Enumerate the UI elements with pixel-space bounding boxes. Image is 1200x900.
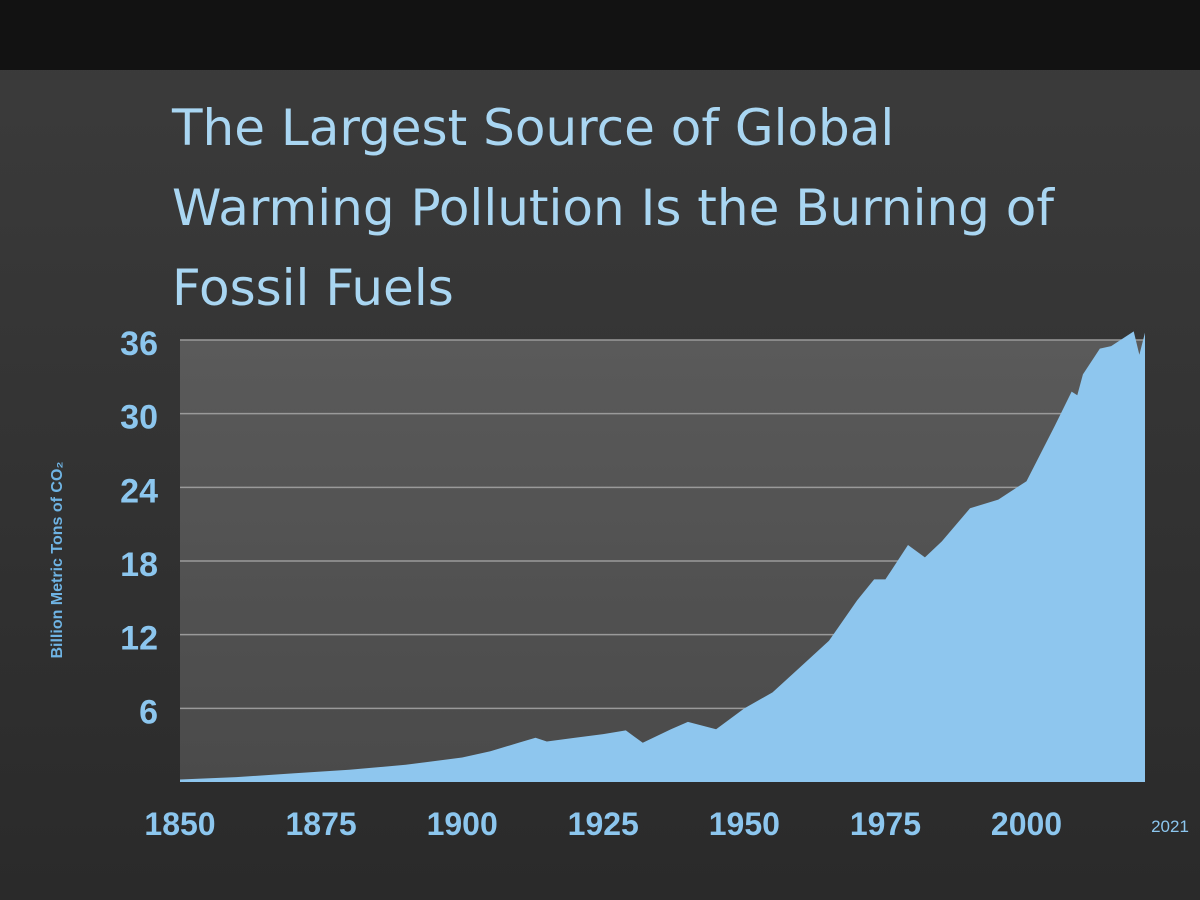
y-tick-label: 24 <box>120 472 158 510</box>
x-tick-label: 1875 <box>285 806 356 842</box>
y-tick-label: 6 <box>139 693 158 731</box>
x-tick-label: 1850 <box>144 806 215 842</box>
y-tick-label: 36 <box>120 325 158 363</box>
y-tick-label: 12 <box>120 620 158 658</box>
title-line: The Largest Source of Global <box>171 99 894 157</box>
y-axis-label: Billion Metric Tons of CO₂ <box>49 461 66 658</box>
ceiling <box>0 0 1200 70</box>
title-line: Warming Pollution Is the Burning of <box>172 179 1055 237</box>
x-tick-label: 2021 <box>1151 817 1189 836</box>
y-tick-label: 30 <box>120 399 158 437</box>
x-tick-label: 1925 <box>568 806 639 842</box>
x-tick-label: 1975 <box>850 806 921 842</box>
y-tick-label: 18 <box>120 546 158 584</box>
x-tick-label: 1950 <box>709 806 780 842</box>
title-line: Fossil Fuels <box>172 259 454 317</box>
x-tick-label: 2000 <box>991 806 1062 842</box>
area <box>180 331 1145 782</box>
x-tick-label: 1900 <box>427 806 498 842</box>
title: The Largest Source of Global Warming Poll… <box>171 99 1055 317</box>
